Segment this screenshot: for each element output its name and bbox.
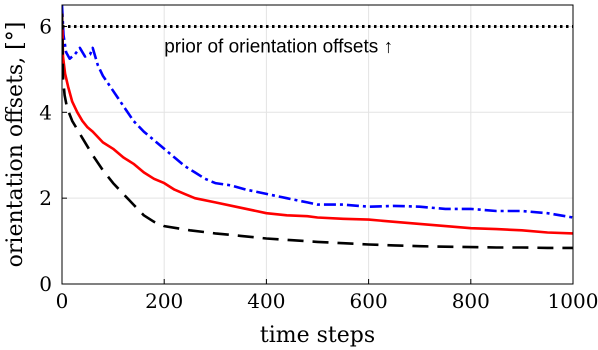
series-dashed-line	[62, 13, 573, 250]
series-dash-dot-line	[62, 5, 573, 219]
ticks: 0 200 400 600 800 1000 0 2 4 6	[39, 14, 598, 313]
x-tick-label: 600	[350, 289, 388, 313]
series-layer	[62, 5, 573, 250]
x-tick-label: 1000	[548, 289, 598, 313]
x-tick-label: 200	[145, 289, 183, 313]
x-tick-label: 400	[247, 289, 285, 313]
y-axis-label: orientation offsets, [°]	[3, 22, 28, 268]
y-tick-label: 2	[39, 186, 52, 210]
x-axis-label: time steps	[260, 323, 375, 348]
y-tick-label: 6	[39, 14, 52, 38]
series-solid-line	[62, 13, 573, 235]
y-tick-label: 4	[39, 100, 52, 124]
plot-frame	[61, 4, 574, 285]
annotation-prior: prior of orientation offsets ↑	[164, 36, 393, 57]
y-tick-label: 0	[39, 272, 52, 296]
x-tick-label: 0	[56, 289, 69, 313]
x-tick-label: 800	[452, 289, 490, 313]
